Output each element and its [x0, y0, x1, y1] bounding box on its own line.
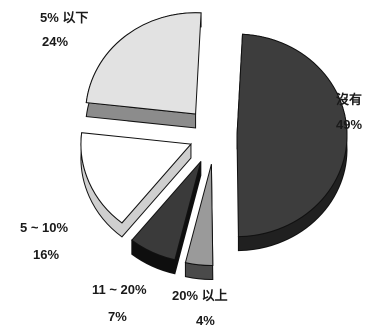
pie-slice-0 [236, 33, 348, 238]
slice-tops [80, 12, 348, 266]
label-5pct-below-name: 5% 以下 [40, 10, 88, 25]
label-11-20-name: 11 ~ 20% [92, 282, 147, 297]
label-11-20-value: 7% [108, 309, 127, 324]
label-none-value: 49% [336, 117, 362, 132]
label-20pct-above-value: 4% [196, 313, 215, 328]
label-20pct-above-name: 20% 以上 [172, 288, 228, 303]
pie-slice-4 [85, 12, 202, 115]
pie-slice-3 [80, 132, 192, 224]
label-5pct-below-value: 24% [42, 34, 68, 49]
pie-slice-1 [184, 164, 214, 266]
label-5-10-value: 16% [33, 247, 59, 262]
label-5-10-name: 5 ~ 10% [20, 220, 69, 235]
pie-slice-2 [131, 161, 202, 261]
label-none-name: 沒有 [336, 92, 362, 107]
